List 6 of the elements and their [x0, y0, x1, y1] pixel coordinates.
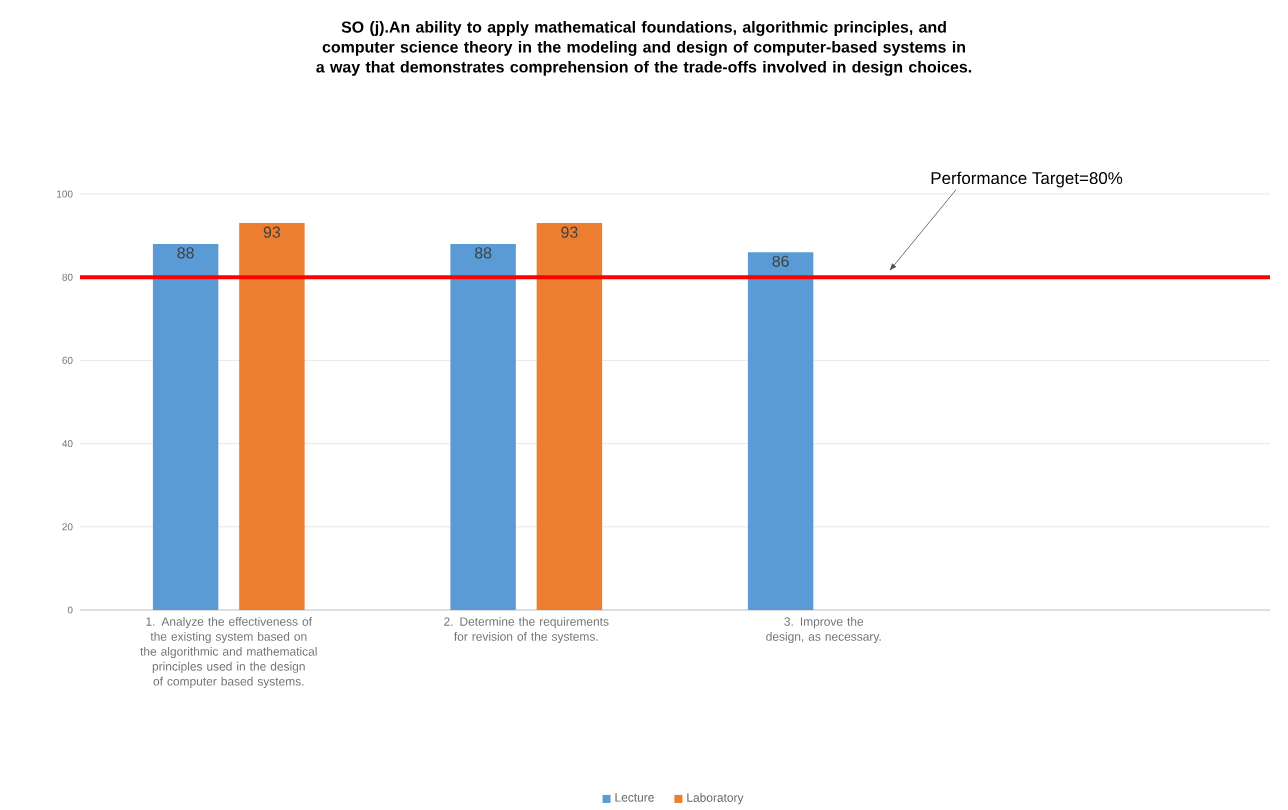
- bar: [239, 223, 305, 610]
- bar: [152, 243, 219, 610]
- bar: [747, 252, 814, 610]
- bar: [536, 223, 603, 610]
- ref-line-label: Performance Target=80%: [931, 171, 1123, 188]
- bar: [450, 243, 516, 610]
